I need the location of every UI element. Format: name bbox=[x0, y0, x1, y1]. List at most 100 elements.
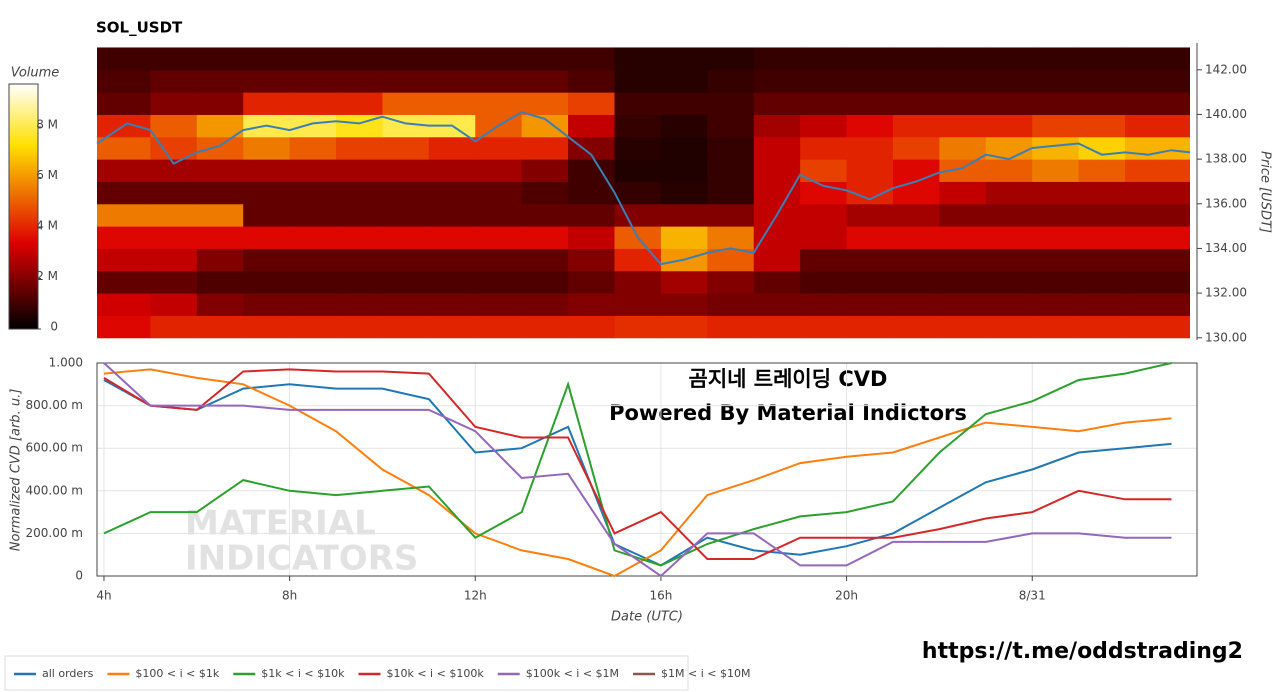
heatmap-cell bbox=[289, 293, 337, 316]
heatmap-cell bbox=[939, 226, 987, 249]
heatmap-cell bbox=[1125, 203, 1190, 227]
heatmap-cell bbox=[892, 69, 940, 93]
heatmap-cell bbox=[939, 159, 987, 182]
heatmap-cell bbox=[97, 248, 151, 272]
heatmap-cell bbox=[660, 114, 708, 138]
heatmap-cell bbox=[985, 203, 1033, 227]
heatmap-cell bbox=[985, 47, 1033, 71]
heatmap-cell bbox=[568, 136, 615, 160]
cvd-line bbox=[103, 362, 1172, 567]
heatmap-cell bbox=[1032, 69, 1080, 93]
x-tick-label: 16h bbox=[649, 589, 672, 603]
heatmap-cell bbox=[568, 315, 615, 339]
heatmap-cell bbox=[707, 136, 755, 160]
heatmap-cell bbox=[428, 226, 476, 249]
heatmap-cell bbox=[382, 69, 430, 93]
heatmap-cell bbox=[150, 114, 198, 138]
heatmap-cell bbox=[614, 136, 662, 160]
x-axis-title: Date (UTC) bbox=[611, 610, 683, 625]
heatmap-cell bbox=[428, 248, 476, 272]
heatmap-cell bbox=[1078, 69, 1126, 93]
annotation: Powered By Material Indictors bbox=[609, 401, 967, 425]
heatmap-cell bbox=[97, 159, 151, 182]
heatmap-cell bbox=[97, 136, 151, 160]
heatmap-cell bbox=[800, 92, 848, 115]
heatmap-cell bbox=[521, 114, 569, 138]
heatmap-cell bbox=[196, 293, 244, 316]
heatmap-cell bbox=[289, 181, 337, 205]
heatmap-cell bbox=[985, 181, 1033, 205]
heatmap-cell bbox=[1078, 293, 1126, 316]
heatmap-cell bbox=[97, 47, 151, 71]
heatmap-cell bbox=[150, 69, 198, 93]
heatmap-cell bbox=[568, 114, 615, 138]
heatmap-cell bbox=[1125, 69, 1190, 93]
heatmap-cell bbox=[150, 47, 198, 71]
heatmap-cell bbox=[382, 315, 430, 339]
heatmap-cell bbox=[800, 69, 848, 93]
y-tick-label: 200.00 m bbox=[26, 526, 84, 540]
heatmap-cell bbox=[475, 248, 523, 272]
colorbar-tick-label: 8 M bbox=[36, 117, 58, 131]
heatmap-cell bbox=[1078, 315, 1126, 339]
legend-label: $1M < i < $10M bbox=[661, 667, 750, 680]
heatmap-cell bbox=[428, 181, 476, 205]
heatmap bbox=[97, 47, 1190, 339]
heatmap-cell bbox=[800, 270, 848, 294]
heatmap-cell bbox=[196, 159, 244, 182]
heatmap-cell bbox=[846, 114, 894, 138]
legend-label: $100k < i < $1M bbox=[526, 667, 619, 680]
heatmap-cell bbox=[150, 181, 198, 205]
heatmap-cell bbox=[289, 270, 337, 294]
heatmap-cell bbox=[985, 226, 1033, 249]
heatmap-cell bbox=[568, 270, 615, 294]
heatmap-cell bbox=[382, 226, 430, 249]
price-line bbox=[96, 111, 1191, 266]
heatmap-cell bbox=[800, 159, 848, 182]
heatmap-cell bbox=[521, 315, 569, 339]
heatmap-cell bbox=[1032, 203, 1080, 227]
heatmap-cell bbox=[97, 69, 151, 93]
heatmap-cell bbox=[753, 248, 801, 272]
heatmap-cell bbox=[1078, 92, 1126, 115]
heatmap-cell bbox=[475, 47, 523, 71]
heatmap-cell bbox=[150, 315, 198, 339]
heatmap-cell bbox=[336, 69, 383, 93]
heatmap-cell bbox=[892, 203, 940, 227]
heatmap-cell bbox=[753, 293, 801, 316]
heatmap-cell bbox=[614, 203, 662, 227]
heatmap-cell bbox=[707, 181, 755, 205]
heatmap-cell bbox=[614, 181, 662, 205]
heatmap-cell bbox=[800, 203, 848, 227]
heatmap-cell bbox=[521, 47, 569, 71]
heatmap-cell bbox=[568, 181, 615, 205]
heatmap-cell bbox=[97, 203, 151, 227]
heatmap-cell bbox=[753, 159, 801, 182]
heatmap-cell bbox=[846, 226, 894, 249]
heatmap-cell bbox=[1125, 270, 1190, 294]
heatmap-cell bbox=[289, 69, 337, 93]
heatmap-cell bbox=[846, 47, 894, 71]
heatmap-cell bbox=[521, 293, 569, 316]
heatmap-cell bbox=[846, 270, 894, 294]
watermark: MATERIAL bbox=[185, 504, 376, 544]
x-tick-label: 12h bbox=[464, 589, 487, 603]
heatmap-cell bbox=[1125, 226, 1190, 249]
y-tick-label: 142.00 bbox=[1205, 62, 1247, 76]
heatmap-cell bbox=[800, 181, 848, 205]
heatmap-cell bbox=[243, 248, 291, 272]
heatmap-cell bbox=[800, 293, 848, 316]
heatmap-cell bbox=[1032, 47, 1080, 71]
heatmap-cell bbox=[1032, 226, 1080, 249]
heatmap-cell bbox=[150, 159, 198, 182]
heatmap-cell bbox=[800, 248, 848, 272]
y-tick-label: 138.00 bbox=[1205, 152, 1247, 166]
heatmap-cell bbox=[707, 248, 755, 272]
heatmap-cell bbox=[475, 159, 523, 182]
heatmap-cell bbox=[707, 92, 755, 115]
heatmap-cell bbox=[97, 226, 151, 249]
heatmap-cell bbox=[336, 203, 383, 227]
heatmap-cell bbox=[1032, 159, 1080, 182]
heatmap-cell bbox=[892, 226, 940, 249]
heatmap-cell bbox=[1125, 315, 1190, 339]
